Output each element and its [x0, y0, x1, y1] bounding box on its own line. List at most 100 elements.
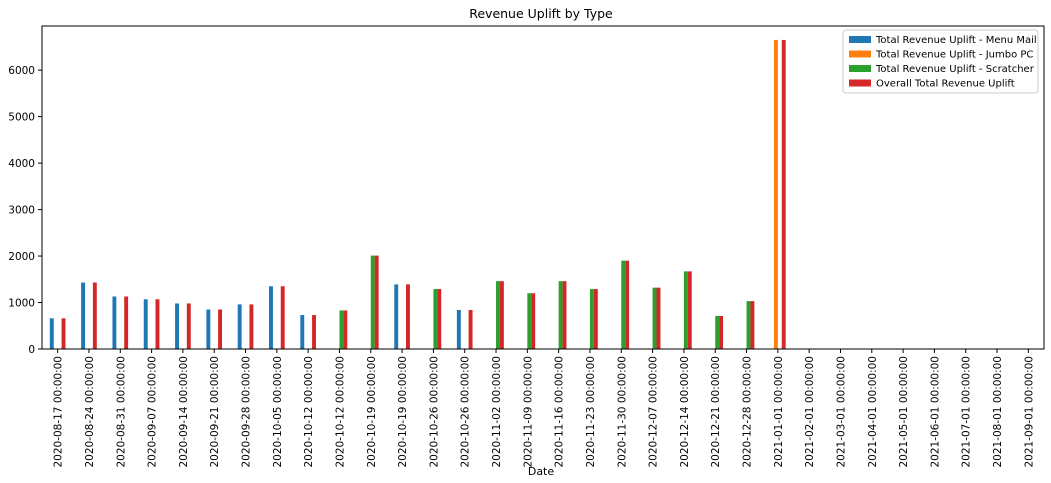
x-tick-label: 2020-10-12 00:00:00 [334, 356, 346, 468]
bar-3-22 [715, 316, 720, 349]
bar-4-16 [531, 293, 536, 349]
x-tick-label: 2020-09-07 00:00:00 [147, 356, 159, 468]
bar-1-14 [456, 309, 461, 349]
x-axis: 2020-08-17 00:00:00 2020-08-24 00:00:00 20… [53, 349, 1035, 468]
bars-group [49, 39, 786, 349]
bar-4-2 [92, 282, 97, 349]
bar-4-18 [593, 289, 598, 349]
bar-4-11 [374, 255, 379, 349]
legend-entry: Total Revenue Uplift - Menu Mail [875, 35, 1037, 46]
bar-4-13 [437, 289, 442, 349]
legend-swatch [849, 79, 871, 87]
x-tick-label: 2020-08-17 00:00:00 [53, 356, 65, 468]
y-axis: 0 1000 2000 3000 4000 5000 6000 [8, 65, 42, 356]
x-tick-label: 2020-12-28 00:00:00 [742, 356, 754, 468]
x-tick-label: 2021-02-01 00:00:00 [804, 356, 816, 468]
bar-3-13 [433, 289, 438, 349]
bar-3-19 [621, 260, 626, 349]
x-tick-label: 2020-09-21 00:00:00 [209, 356, 221, 468]
bar-2-24 [773, 39, 778, 349]
x-tick-label: 2020-11-30 00:00:00 [616, 356, 628, 468]
bar-4-3 [124, 296, 129, 349]
x-tick-label: 2020-11-02 00:00:00 [491, 356, 503, 468]
x-tick-label: 2020-09-14 00:00:00 [178, 356, 190, 468]
bar-4-21 [687, 271, 692, 349]
bar-4-10 [343, 310, 348, 349]
x-tick-label: 2020-10-12 00:00:00 [303, 356, 315, 468]
bar-4-7 [249, 304, 254, 349]
x-tick-label: 2021-01-01 00:00:00 [773, 356, 785, 468]
x-axis-label: Date [528, 465, 555, 478]
y-tick-label: 6000 [8, 65, 35, 77]
bar-1-7 [237, 304, 242, 349]
x-tick-label: 2020-08-31 00:00:00 [115, 356, 127, 468]
bar-1-4 [143, 299, 148, 349]
bar-4-6 [218, 309, 223, 349]
bar-4-23 [750, 301, 755, 349]
bar-4-9 [312, 315, 316, 349]
bar-4-14 [468, 309, 473, 349]
legend-box [842, 29, 1039, 94]
x-tick-label: 2020-09-28 00:00:00 [241, 356, 253, 468]
x-tick-label: 2020-10-26 00:00:00 [460, 356, 472, 468]
bar-4-15 [499, 281, 504, 349]
x-tick-label: 2020-10-19 00:00:00 [366, 356, 378, 468]
bar-4-24 [781, 39, 786, 349]
x-tick-label: 2020-10-05 00:00:00 [272, 356, 284, 468]
x-tick-label: 2021-05-01 00:00:00 [898, 356, 910, 468]
bar-4-19 [625, 260, 630, 349]
x-tick-label: 2020-11-23 00:00:00 [585, 356, 597, 468]
bar-3-23 [746, 301, 751, 349]
x-tick-label: 2021-04-01 00:00:00 [867, 356, 879, 468]
bar-4-17 [562, 281, 567, 349]
y-tick-label: 5000 [8, 112, 35, 124]
y-tick-label: 4000 [8, 158, 35, 170]
bar-1-2 [81, 282, 86, 349]
bar-3-18 [589, 289, 594, 349]
bar-1-5 [175, 303, 179, 349]
legend-swatch [849, 50, 871, 58]
legend: Total Revenue Uplift - Menu Mail Total Re… [842, 29, 1039, 94]
y-tick-label: 3000 [8, 205, 35, 217]
bar-4-1 [61, 318, 66, 349]
bar-3-10 [339, 310, 344, 349]
bar-3-11 [370, 255, 375, 349]
bar-3-21 [683, 271, 688, 349]
x-tick-label: 2020-12-07 00:00:00 [648, 356, 660, 468]
y-tick-label: 0 [28, 344, 35, 356]
x-tick-label: 2020-12-14 00:00:00 [679, 356, 691, 468]
legend-entry: Total Revenue Uplift - Jumbo PC [875, 50, 1033, 61]
x-tick-label: 2020-12-21 00:00:00 [710, 356, 722, 468]
legend-swatch [849, 65, 871, 72]
plot-frame [41, 25, 1045, 350]
legend-entry: Total Revenue Uplift - Scratcher [875, 64, 1035, 75]
bar-3-20 [652, 287, 657, 349]
bar-3-16 [527, 293, 532, 349]
legend-swatch [849, 36, 871, 43]
bar-1-12 [394, 284, 399, 349]
x-tick-label: 2021-03-01 00:00:00 [835, 356, 847, 468]
bar-4-22 [719, 316, 724, 349]
x-tick-label: 2020-11-09 00:00:00 [522, 356, 534, 468]
bar-4-5 [186, 303, 191, 349]
bar-4-20 [656, 287, 661, 349]
bar-1-1 [49, 318, 54, 349]
x-tick-label: 2021-06-01 00:00:00 [929, 356, 941, 468]
x-tick-label: 2021-07-01 00:00:00 [961, 356, 973, 468]
y-tick-label: 2000 [8, 251, 35, 263]
x-tick-label: 2020-10-19 00:00:00 [397, 356, 409, 468]
y-tick-label: 1000 [8, 298, 35, 310]
bar-4-4 [155, 299, 160, 349]
x-tick-label: 2021-09-01 00:00:00 [1023, 356, 1035, 468]
bar-1-3 [112, 296, 117, 349]
x-tick-label: 2020-08-24 00:00:00 [84, 356, 96, 468]
bar-4-8 [280, 286, 285, 349]
legend-entry: Overall Total Revenue Uplift [876, 79, 1015, 90]
bar-3-15 [496, 281, 500, 349]
chart-title: Revenue Uplift by Type [469, 6, 613, 21]
bar-4-12 [406, 284, 410, 349]
x-tick-label: 2020-11-16 00:00:00 [554, 356, 566, 468]
bar-1-8 [269, 286, 273, 349]
x-tick-label: 2021-08-01 00:00:00 [992, 356, 1004, 468]
